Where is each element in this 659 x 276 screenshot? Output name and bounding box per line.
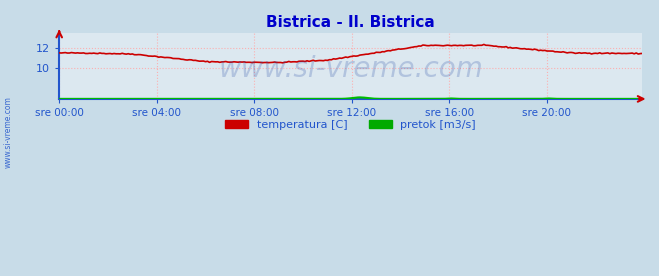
Legend: temperatura [C], pretok [m3/s]: temperatura [C], pretok [m3/s]: [221, 116, 480, 134]
Text: www.si-vreme.com: www.si-vreme.com: [218, 55, 483, 83]
Text: www.si-vreme.com: www.si-vreme.com: [3, 97, 13, 168]
Title: Bistrica - Il. Bistrica: Bistrica - Il. Bistrica: [266, 15, 435, 30]
